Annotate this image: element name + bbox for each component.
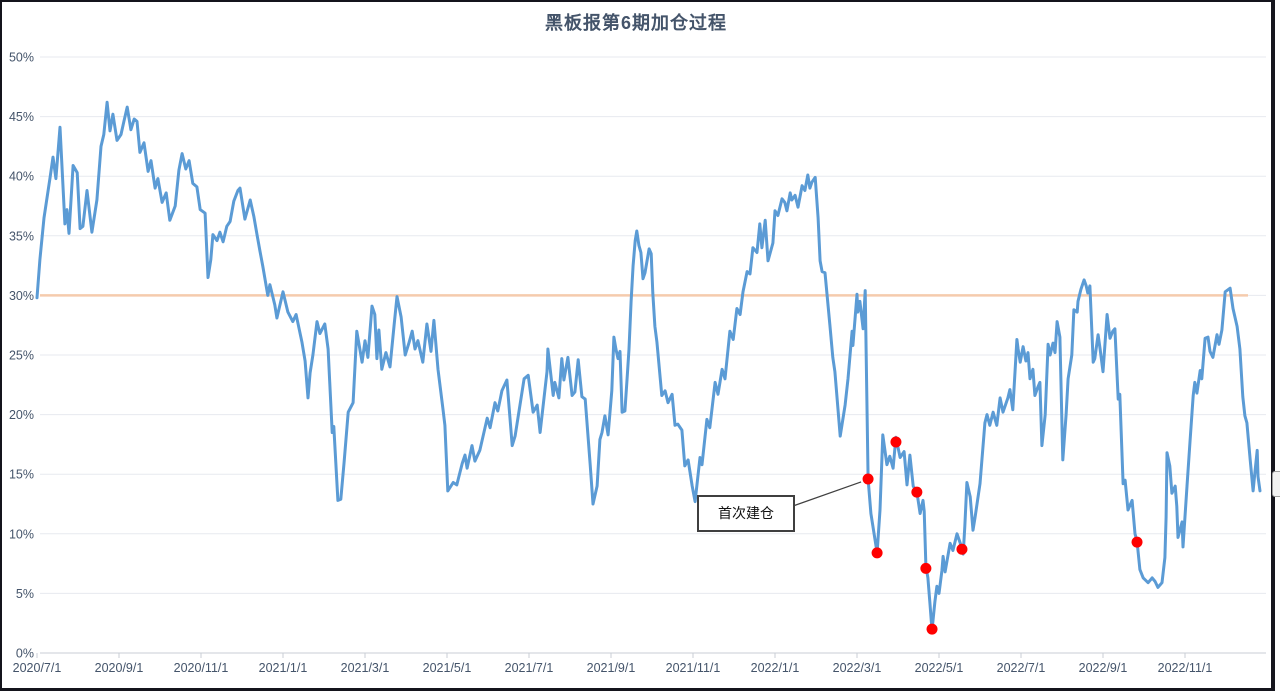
x-axis-tick-label: 2020/7/1 [13, 661, 62, 675]
x-axis-tick-label: 2022/9/1 [1079, 661, 1128, 675]
annotation-callout-box: 首次建仓 [697, 495, 795, 532]
x-axis-tick-label: 2021/1/1 [259, 661, 308, 675]
annotation-label: 首次建仓 [718, 505, 774, 521]
y-axis-tick-label: 10% [9, 527, 34, 541]
buy-point-dot [871, 547, 883, 559]
y-axis-tick-label: 45% [9, 110, 34, 124]
x-axis-tick-label: 2022/3/1 [833, 661, 882, 675]
x-axis-tick-label: 2021/5/1 [423, 661, 472, 675]
buy-point-dot [1131, 536, 1143, 548]
chart-title: 黑板报第6期加仓过程 [544, 13, 727, 33]
y-axis-tick-label: 0% [16, 647, 34, 661]
window-border-bottom [0, 688, 1280, 691]
y-axis-tick-label: 40% [9, 170, 34, 184]
x-axis-tick-label: 2021/9/1 [587, 661, 636, 675]
x-axis-tick-label: 2022/5/1 [915, 661, 964, 675]
window-border-left [0, 0, 2, 691]
x-axis-tick-label: 2022/11/1 [1158, 661, 1213, 675]
window-border-right [1271, 0, 1275, 691]
buy-point-dot [920, 562, 932, 574]
buy-point-dot [862, 473, 874, 485]
annotation-connector-line [792, 481, 862, 507]
buy-point-dot [926, 623, 938, 635]
window-border-top [0, 0, 1280, 2]
y-axis-tick-label: 5% [16, 587, 34, 601]
y-axis-tick-label: 30% [9, 289, 34, 303]
scrollbar-gutter [1275, 0, 1280, 691]
x-axis-tick-label: 2020/9/1 [95, 661, 144, 675]
y-axis-tick-label: 25% [9, 349, 34, 363]
buy-point-dot [956, 543, 968, 555]
buy-point-dot [890, 436, 902, 448]
x-axis-tick-label: 2021/7/1 [505, 661, 554, 675]
scrollbar-thumb[interactable] [1272, 471, 1280, 497]
x-axis-tick-label: 2022/7/1 [997, 661, 1046, 675]
x-axis-tick-label: 2021/11/1 [666, 661, 721, 675]
buy-point-dot [911, 486, 923, 498]
y-axis-tick-label: 35% [9, 229, 34, 243]
premium-rate-line [35, 100, 1262, 632]
x-axis-tick-label: 2022/1/1 [751, 661, 800, 675]
y-axis-tick-label: 50% [9, 51, 34, 65]
y-axis-tick-label: 20% [9, 408, 34, 422]
x-axis-tick-label: 2020/11/1 [174, 661, 229, 675]
y-axis-tick-label: 15% [9, 468, 34, 482]
x-axis-tick-label: 2021/3/1 [341, 661, 390, 675]
